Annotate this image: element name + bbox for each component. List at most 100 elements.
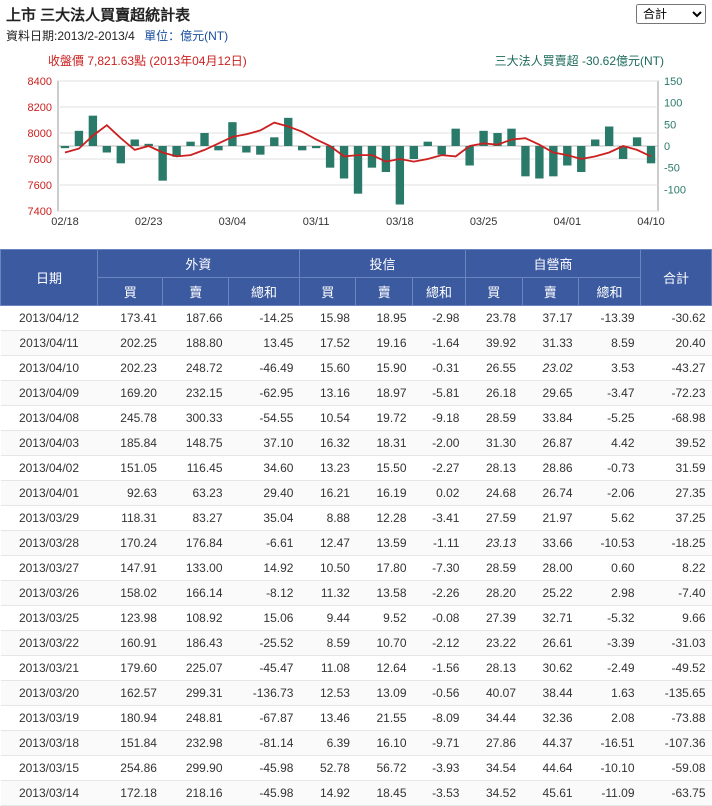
chart-svg: 740076007800800082008400-100-50050100150… — [10, 71, 702, 241]
cell-value: 0.60 — [579, 556, 641, 581]
svg-text:-50: -50 — [664, 163, 680, 175]
cell-value: -18.25 — [641, 531, 712, 556]
cell-value: -2.27 — [413, 456, 466, 481]
svg-text:7400: 7400 — [28, 206, 52, 218]
cell-value: 299.31 — [163, 681, 229, 706]
cell-value: 9.52 — [356, 606, 413, 631]
cell-value: 33.84 — [522, 406, 579, 431]
cell-value: 172.18 — [97, 781, 163, 806]
table-row: 2013/03/21179.60225.07-45.4711.0812.64-1… — [1, 656, 712, 681]
cell-value: 300.33 — [163, 406, 229, 431]
col-sell-1: 賣 — [163, 278, 229, 306]
table-row: 2013/03/26158.02166.14-8.1211.3213.58-2.… — [1, 581, 712, 606]
unit-label: 單位：億元(NT) — [144, 29, 228, 43]
cell-value: -30.62 — [641, 306, 712, 331]
cell-date: 2013/03/19 — [1, 706, 98, 731]
date-label: 資料日期: — [6, 29, 57, 43]
cell-value: -13.39 — [579, 306, 641, 331]
col-date: 日期 — [1, 250, 98, 306]
cell-value: 116.45 — [163, 456, 229, 481]
cell-value: 299.90 — [163, 756, 229, 781]
cell-value: 5.62 — [579, 506, 641, 531]
svg-text:04/01: 04/01 — [554, 216, 582, 228]
cell-value: 16.10 — [356, 731, 413, 756]
cell-value: -2.98 — [413, 306, 466, 331]
cell-value: -1.64 — [413, 331, 466, 356]
cell-value: 151.84 — [97, 731, 163, 756]
col-buy-3: 買 — [465, 278, 522, 306]
series-dropdown[interactable]: 合計 — [636, 4, 706, 24]
cell-value: 118.31 — [97, 506, 163, 531]
cell-value: -0.31 — [413, 356, 466, 381]
cell-value: 2.08 — [579, 706, 641, 731]
cell-value: 232.98 — [163, 731, 229, 756]
cell-value: 8.59 — [299, 631, 356, 656]
cell-date: 2013/04/12 — [1, 306, 98, 331]
cell-value: 10.54 — [299, 406, 356, 431]
cell-value: 9.66 — [641, 606, 712, 631]
cell-value: -136.73 — [229, 681, 300, 706]
cell-value: 158.02 — [97, 581, 163, 606]
table-row: 2013/03/18151.84232.98-81.146.3916.10-9.… — [1, 731, 712, 756]
table-header: 日期 外資 投信 自營商 合計 買 賣 總和 買 賣 總和 買 賣 總和 — [1, 250, 712, 306]
cell-value: 34.54 — [465, 756, 522, 781]
cell-value: 34.44 — [465, 706, 522, 731]
table-row: 2013/04/10202.23248.72-46.4915.6015.90-0… — [1, 356, 712, 381]
cell-value: -3.53 — [413, 781, 466, 806]
cell-value: -59.08 — [641, 756, 712, 781]
cell-value: 21.55 — [356, 706, 413, 731]
cell-value: 0.02 — [413, 481, 466, 506]
table-row: 2013/04/09169.20232.15-62.9513.1618.97-5… — [1, 381, 712, 406]
cell-date: 2013/04/01 — [1, 481, 98, 506]
cell-value: -3.39 — [579, 631, 641, 656]
table-row: 2013/04/12173.41187.66-14.2515.9818.95-2… — [1, 306, 712, 331]
cell-value: -0.73 — [579, 456, 641, 481]
cell-value: -45.98 — [229, 781, 300, 806]
table-row: 2013/03/27147.91133.0014.9210.5017.80-7.… — [1, 556, 712, 581]
cell-value: -72.23 — [641, 381, 712, 406]
cell-value: 31.33 — [522, 331, 579, 356]
cell-value: 44.64 — [522, 756, 579, 781]
cell-value: -25.52 — [229, 631, 300, 656]
cell-value: -2.00 — [413, 431, 466, 456]
cell-value: -7.30 — [413, 556, 466, 581]
table-row: 2013/04/02151.05116.4534.6013.2315.50-2.… — [1, 456, 712, 481]
cell-value: 44.37 — [522, 731, 579, 756]
cell-value: -43.27 — [641, 356, 712, 381]
cell-date: 2013/03/21 — [1, 656, 98, 681]
cell-value: 26.18 — [465, 381, 522, 406]
cell-value: 27.39 — [465, 606, 522, 631]
cell-value: 176.84 — [163, 531, 229, 556]
table-body: 2013/04/12173.41187.66-14.2515.9818.95-2… — [1, 306, 712, 806]
col-buy-1: 買 — [97, 278, 163, 306]
svg-text:04/10: 04/10 — [637, 216, 665, 228]
cell-value: 169.20 — [97, 381, 163, 406]
cell-value: 18.31 — [356, 431, 413, 456]
cell-date: 2013/04/11 — [1, 331, 98, 356]
cell-value: 28.20 — [465, 581, 522, 606]
cell-value: 10.70 — [356, 631, 413, 656]
cell-value: 38.44 — [522, 681, 579, 706]
col-total: 合計 — [641, 250, 712, 306]
cell-value: 186.43 — [163, 631, 229, 656]
cell-value: -10.10 — [579, 756, 641, 781]
cell-date: 2013/04/02 — [1, 456, 98, 481]
cell-value: -62.95 — [229, 381, 300, 406]
cell-value: 26.61 — [522, 631, 579, 656]
svg-text:03/25: 03/25 — [470, 216, 498, 228]
cell-value: -11.09 — [579, 781, 641, 806]
cell-value: 23.02 — [522, 356, 579, 381]
chart-container: 收盤價 7,821.63點 (2013年04月12日) 三大法人買賣超 -30.… — [10, 52, 702, 241]
svg-text:7600: 7600 — [28, 180, 52, 192]
cell-value: -8.09 — [413, 706, 466, 731]
cell-value: 218.16 — [163, 781, 229, 806]
cell-value: 13.09 — [356, 681, 413, 706]
cell-value: 32.71 — [522, 606, 579, 631]
cell-value: -81.14 — [229, 731, 300, 756]
cell-value: 18.45 — [356, 781, 413, 806]
cell-date: 2013/03/18 — [1, 731, 98, 756]
cell-value: 23.78 — [465, 306, 522, 331]
table-row: 2013/03/14172.18218.16-45.9814.9218.45-3… — [1, 781, 712, 806]
cell-value: -7.40 — [641, 581, 712, 606]
cell-value: 15.50 — [356, 456, 413, 481]
